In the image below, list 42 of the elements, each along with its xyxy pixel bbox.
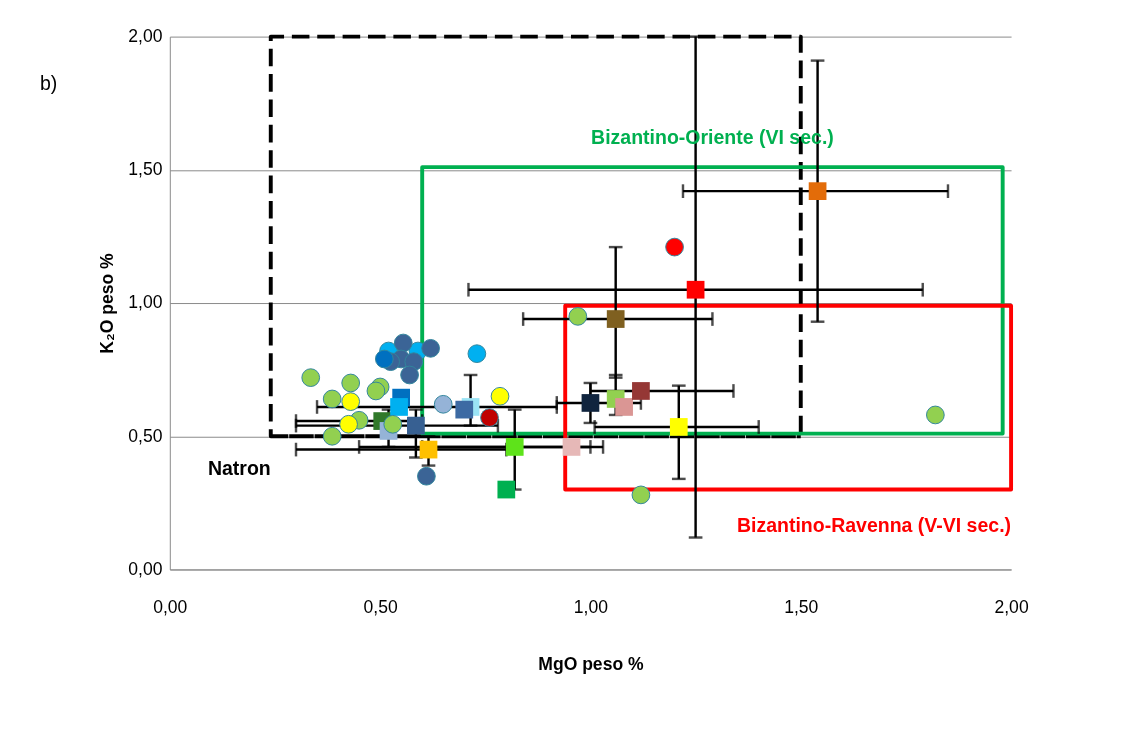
point bbox=[341, 373, 361, 393]
point bbox=[390, 398, 408, 416]
point bbox=[301, 368, 321, 387]
point bbox=[669, 418, 688, 436]
y-axis-title: K₂O peso % bbox=[96, 252, 117, 354]
x-axis-title: MgO peso % bbox=[538, 653, 644, 674]
point bbox=[417, 466, 436, 486]
y-tick-label: 2,00 bbox=[128, 25, 163, 46]
point bbox=[562, 438, 581, 456]
series-label: Bizantino-Ravenna (V-VI sec.) bbox=[736, 514, 1012, 537]
point bbox=[421, 339, 440, 358]
y-tick-label: 1,50 bbox=[128, 159, 163, 180]
point bbox=[632, 382, 650, 400]
point bbox=[455, 400, 474, 419]
point bbox=[631, 485, 651, 505]
text: b) bbox=[39, 72, 58, 95]
point bbox=[383, 414, 403, 434]
point bbox=[400, 365, 419, 385]
series-label: Natron bbox=[207, 457, 271, 480]
x-tick-label: 2,00 bbox=[994, 596, 1029, 617]
point bbox=[686, 280, 705, 299]
point bbox=[568, 307, 588, 326]
x-tick-label: 0,00 bbox=[153, 596, 188, 617]
x-tick-label: 1,50 bbox=[784, 596, 819, 617]
point bbox=[606, 310, 625, 328]
y-tick-label: 0,00 bbox=[128, 558, 163, 579]
x-tick-label: 0,50 bbox=[363, 596, 398, 617]
point bbox=[497, 480, 516, 499]
point bbox=[419, 440, 438, 459]
point bbox=[615, 398, 633, 416]
y-tick-label: 1,00 bbox=[128, 292, 163, 313]
point bbox=[322, 426, 342, 446]
point bbox=[808, 182, 827, 201]
y-tick-label: 0,50 bbox=[128, 425, 163, 446]
point bbox=[926, 405, 945, 425]
point bbox=[480, 408, 499, 427]
point bbox=[393, 333, 413, 353]
point bbox=[322, 389, 342, 409]
point bbox=[581, 394, 600, 412]
point bbox=[407, 416, 425, 435]
point bbox=[505, 438, 524, 456]
x-tick-label: 1,00 bbox=[573, 596, 609, 617]
